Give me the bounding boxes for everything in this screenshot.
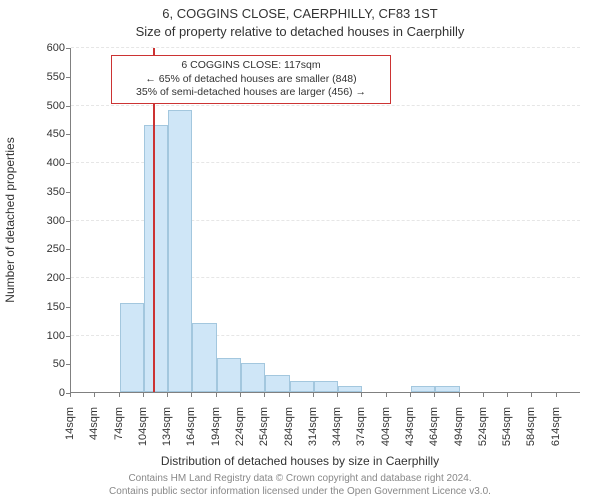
- chart-title: 6, COGGINS CLOSE, CAERPHILLY, CF83 1ST: [0, 6, 600, 21]
- histogram-bar: [192, 323, 216, 392]
- x-tick-mark: [507, 393, 508, 397]
- histogram-bar: [435, 386, 459, 392]
- histogram-bar: [265, 375, 289, 392]
- y-tick-label: 400: [25, 157, 65, 169]
- y-tick-mark: [66, 364, 70, 365]
- y-tick-label: 550: [25, 71, 65, 83]
- x-tick-mark: [337, 393, 338, 397]
- y-tick-label: 450: [25, 128, 65, 140]
- x-tick-mark: [434, 393, 435, 397]
- x-tick-mark: [556, 393, 557, 397]
- x-tick-label: 584sqm: [525, 407, 537, 457]
- x-tick-mark: [240, 393, 241, 397]
- y-axis-label: Number of detached properties: [3, 137, 17, 302]
- x-tick-label: 194sqm: [210, 407, 222, 457]
- chart-container: 6, COGGINS CLOSE, CAERPHILLY, CF83 1ST S…: [0, 0, 600, 500]
- y-tick-mark: [66, 278, 70, 279]
- y-tick-mark: [66, 134, 70, 135]
- x-tick-mark: [483, 393, 484, 397]
- y-tick-label: 300: [25, 215, 65, 227]
- y-tick-label: 350: [25, 186, 65, 198]
- x-tick-label: 254sqm: [258, 407, 270, 457]
- x-tick-mark: [70, 393, 71, 397]
- y-tick-label: 200: [25, 272, 65, 284]
- x-tick-mark: [361, 393, 362, 397]
- y-tick-mark: [66, 48, 70, 49]
- histogram-bar: [338, 386, 362, 392]
- histogram-bar: [217, 358, 241, 393]
- x-tick-mark: [410, 393, 411, 397]
- annotation-line-1: 6 COGGINS CLOSE: 117sqm: [118, 59, 384, 73]
- y-tick-label: 50: [25, 358, 65, 370]
- x-tick-mark: [531, 393, 532, 397]
- y-tick-mark: [66, 77, 70, 78]
- x-tick-label: 434sqm: [404, 407, 416, 457]
- x-tick-mark: [264, 393, 265, 397]
- y-tick-mark: [66, 163, 70, 164]
- x-tick-mark: [313, 393, 314, 397]
- x-tick-mark: [119, 393, 120, 397]
- x-tick-mark: [94, 393, 95, 397]
- y-tick-label: 250: [25, 243, 65, 255]
- x-tick-label: 494sqm: [453, 407, 465, 457]
- y-tick-mark: [66, 192, 70, 193]
- histogram-bar: [120, 303, 144, 392]
- x-tick-mark: [216, 393, 217, 397]
- histogram-bar: [241, 363, 265, 392]
- histogram-bar: [290, 381, 314, 393]
- y-tick-label: 600: [25, 42, 65, 54]
- x-tick-mark: [386, 393, 387, 397]
- x-tick-mark: [459, 393, 460, 397]
- histogram-bar: [314, 381, 338, 393]
- histogram-bar: [168, 110, 192, 392]
- y-tick-label: 150: [25, 301, 65, 313]
- x-tick-label: 104sqm: [137, 407, 149, 457]
- annotation-line-3: 35% of semi-detached houses are larger (…: [118, 86, 384, 100]
- x-tick-label: 14sqm: [64, 407, 76, 457]
- footer-line-2: Contains public sector information licen…: [0, 486, 600, 499]
- y-tick-mark: [66, 221, 70, 222]
- gridline: [71, 47, 580, 48]
- y-tick-mark: [66, 106, 70, 107]
- annotation-line-2: ← 65% of detached houses are smaller (84…: [118, 73, 384, 87]
- x-tick-label: 404sqm: [380, 407, 392, 457]
- x-tick-label: 284sqm: [283, 407, 295, 457]
- footer: Contains HM Land Registry data © Crown c…: [0, 473, 600, 498]
- x-tick-label: 374sqm: [355, 407, 367, 457]
- x-tick-label: 524sqm: [477, 407, 489, 457]
- x-tick-label: 74sqm: [113, 407, 125, 457]
- histogram-bar: [411, 386, 435, 392]
- x-tick-label: 224sqm: [234, 407, 246, 457]
- chart-subtitle: Size of property relative to detached ho…: [0, 24, 600, 39]
- y-tick-mark: [66, 249, 70, 250]
- x-tick-label: 344sqm: [331, 407, 343, 457]
- y-tick-label: 100: [25, 330, 65, 342]
- plot-area: 6 COGGINS CLOSE: 117sqm ← 65% of detache…: [70, 48, 580, 393]
- x-tick-label: 164sqm: [185, 407, 197, 457]
- x-tick-label: 554sqm: [501, 407, 513, 457]
- footer-line-1: Contains HM Land Registry data © Crown c…: [0, 473, 600, 486]
- x-tick-label: 314sqm: [307, 407, 319, 457]
- x-tick-label: 464sqm: [428, 407, 440, 457]
- y-tick-label: 500: [25, 100, 65, 112]
- annotation-box: 6 COGGINS CLOSE: 117sqm ← 65% of detache…: [111, 55, 391, 104]
- x-tick-label: 134sqm: [161, 407, 173, 457]
- x-tick-label: 614sqm: [550, 407, 562, 457]
- y-tick-mark: [66, 307, 70, 308]
- x-tick-mark: [289, 393, 290, 397]
- x-tick-label: 44sqm: [88, 407, 100, 457]
- histogram-bar: [144, 125, 168, 392]
- y-tick-mark: [66, 336, 70, 337]
- y-tick-label: 0: [25, 387, 65, 399]
- x-tick-mark: [191, 393, 192, 397]
- x-tick-mark: [167, 393, 168, 397]
- x-tick-mark: [143, 393, 144, 397]
- gridline: [71, 105, 580, 106]
